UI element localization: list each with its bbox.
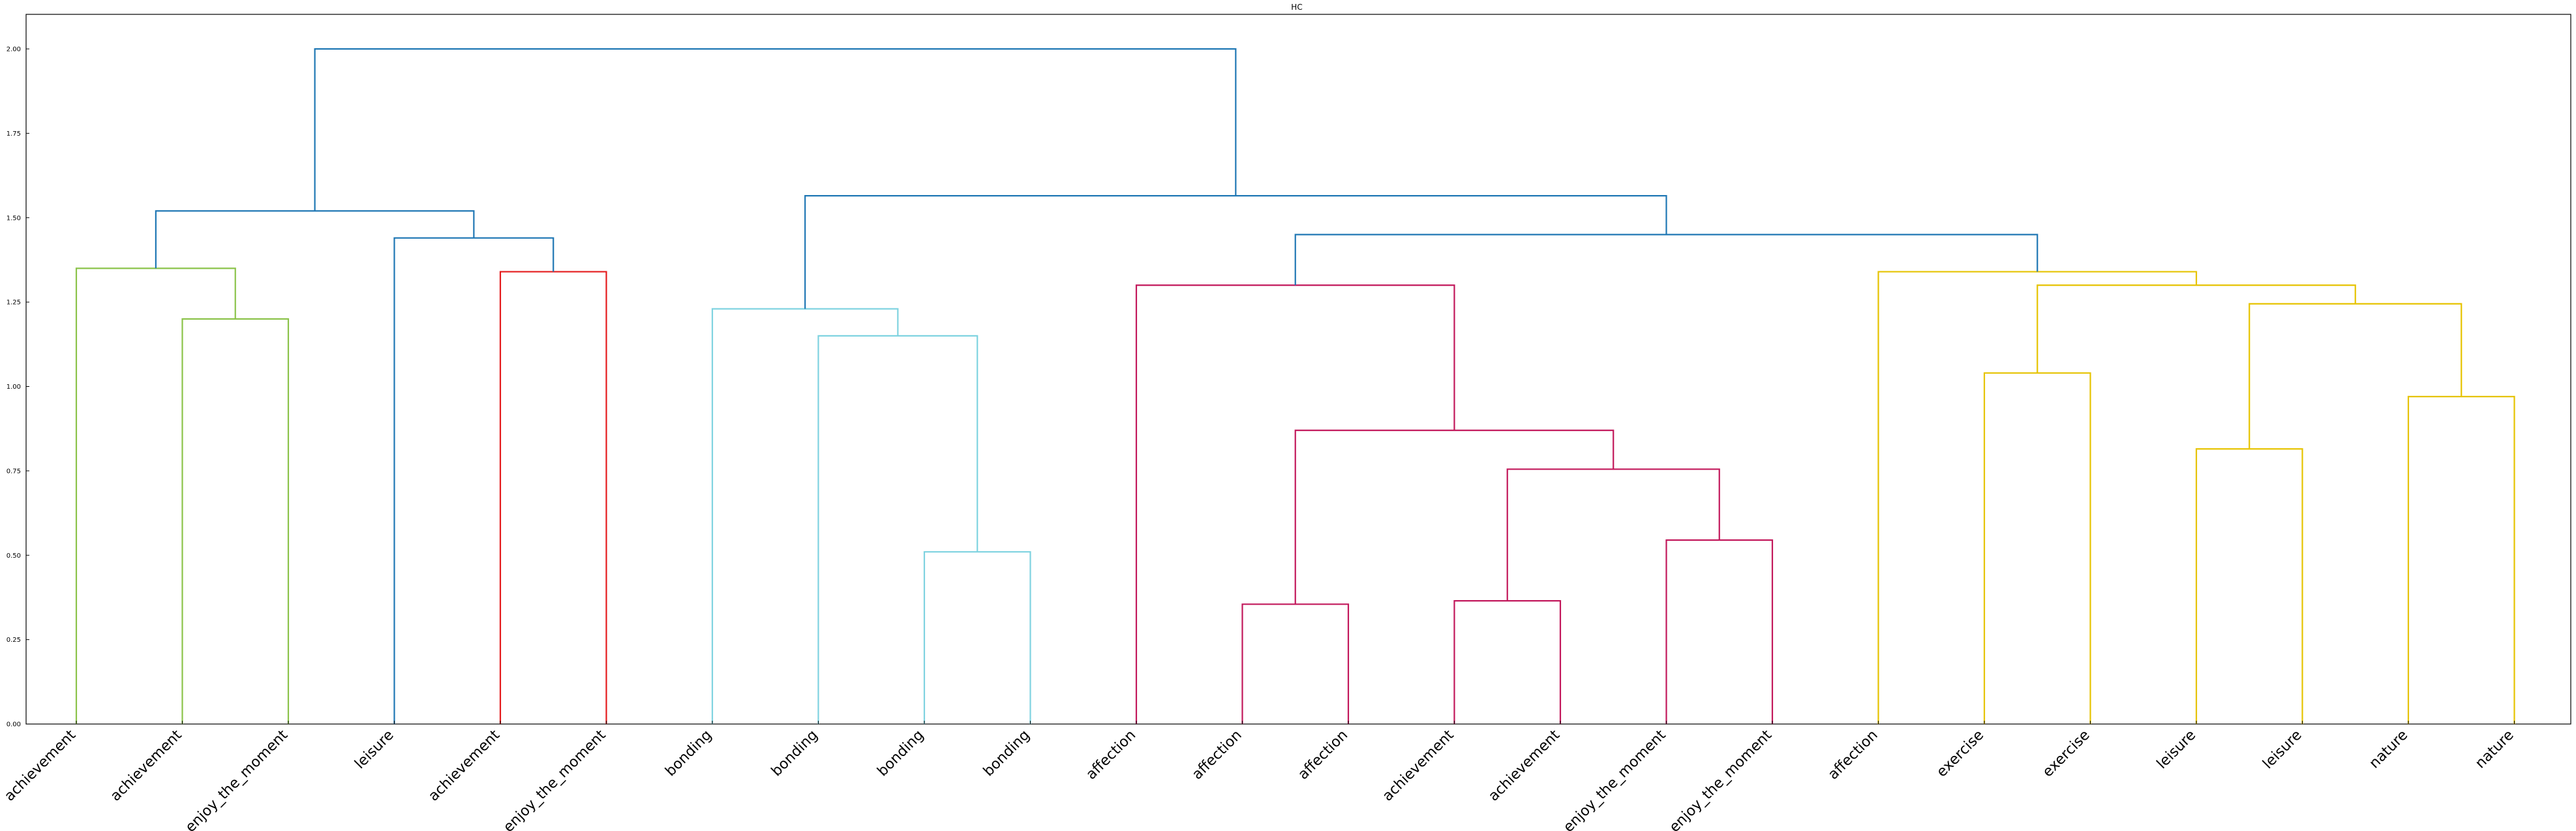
leaf-label: bonding bbox=[874, 727, 927, 780]
cluster-link bbox=[923, 551, 1031, 724]
leaf-label: bonding bbox=[768, 727, 821, 780]
y-tick-label: 1.50 bbox=[7, 215, 21, 222]
leaf-label: leisure bbox=[2154, 727, 2199, 772]
leaf-label: exercise bbox=[2040, 727, 2093, 781]
cluster-link bbox=[314, 48, 1237, 211]
cluster-link bbox=[817, 335, 978, 724]
leaf-label: enjoy_the_moment bbox=[1667, 727, 1776, 831]
cluster-link bbox=[1241, 603, 1350, 724]
y-axis: 0.00 0.25 0.50 0.75 1.00 1.25 1.50 1.75 2.00 bbox=[7, 46, 29, 729]
leaf-label: nature bbox=[2472, 727, 2517, 772]
leaf-label: nature bbox=[2367, 727, 2412, 772]
cluster-link bbox=[1506, 468, 1720, 601]
leaf-label: leisure bbox=[352, 727, 397, 772]
cluster-link bbox=[181, 318, 290, 724]
leaf-label: affection bbox=[1825, 727, 1881, 783]
y-tick-label: 1.25 bbox=[7, 299, 21, 307]
plot-frame bbox=[25, 14, 2571, 725]
leaf-label: enjoy_the_moment bbox=[1560, 727, 1669, 831]
leaf-label: affection bbox=[1295, 727, 1351, 783]
leaf-label: achievement bbox=[108, 727, 185, 804]
leaf-label: achievement bbox=[1, 727, 79, 804]
cluster-link bbox=[499, 271, 607, 724]
leaf-label: exercise bbox=[1933, 727, 1987, 781]
cluster-link bbox=[1453, 600, 1562, 724]
dendrogram-links bbox=[75, 48, 2515, 724]
cluster-link bbox=[75, 267, 236, 724]
leaf-label: leisure bbox=[2260, 727, 2305, 772]
cluster-link bbox=[2195, 448, 2303, 724]
leaf-label: bonding bbox=[662, 727, 715, 780]
cluster-link bbox=[1665, 539, 1774, 724]
y-tick-label: 0.50 bbox=[7, 552, 21, 560]
leaf-label: achievement bbox=[1380, 727, 1457, 804]
leaf-label: affection bbox=[1083, 727, 1139, 783]
y-tick-label: 0.00 bbox=[7, 721, 21, 729]
leaf-label: affection bbox=[1189, 727, 1245, 783]
leaf-label: achievement bbox=[425, 727, 503, 804]
cluster-link bbox=[393, 237, 554, 724]
y-tick-label: 2.00 bbox=[7, 46, 21, 53]
cluster-link bbox=[2249, 303, 2462, 449]
y-tick-label: 1.75 bbox=[7, 130, 21, 138]
cluster-link bbox=[1983, 372, 2091, 724]
cluster-link bbox=[2407, 395, 2515, 724]
cluster-link bbox=[155, 210, 475, 269]
leaf-label: achievement bbox=[1485, 727, 1563, 804]
cluster-link bbox=[2037, 284, 2356, 373]
y-tick-label: 0.75 bbox=[7, 468, 21, 475]
leaf-label: enjoy_the_moment bbox=[183, 727, 292, 831]
cluster-link bbox=[711, 308, 899, 724]
cluster-link bbox=[1294, 429, 1614, 605]
cluster-link bbox=[1294, 234, 2038, 286]
cluster-link bbox=[804, 195, 1667, 309]
chart-title: HC bbox=[1291, 3, 1302, 12]
leaf-label: bonding bbox=[980, 727, 1033, 780]
y-tick-label: 0.25 bbox=[7, 637, 21, 644]
y-tick-label: 1.00 bbox=[7, 384, 21, 391]
leaf-label: enjoy_the_moment bbox=[500, 727, 609, 831]
